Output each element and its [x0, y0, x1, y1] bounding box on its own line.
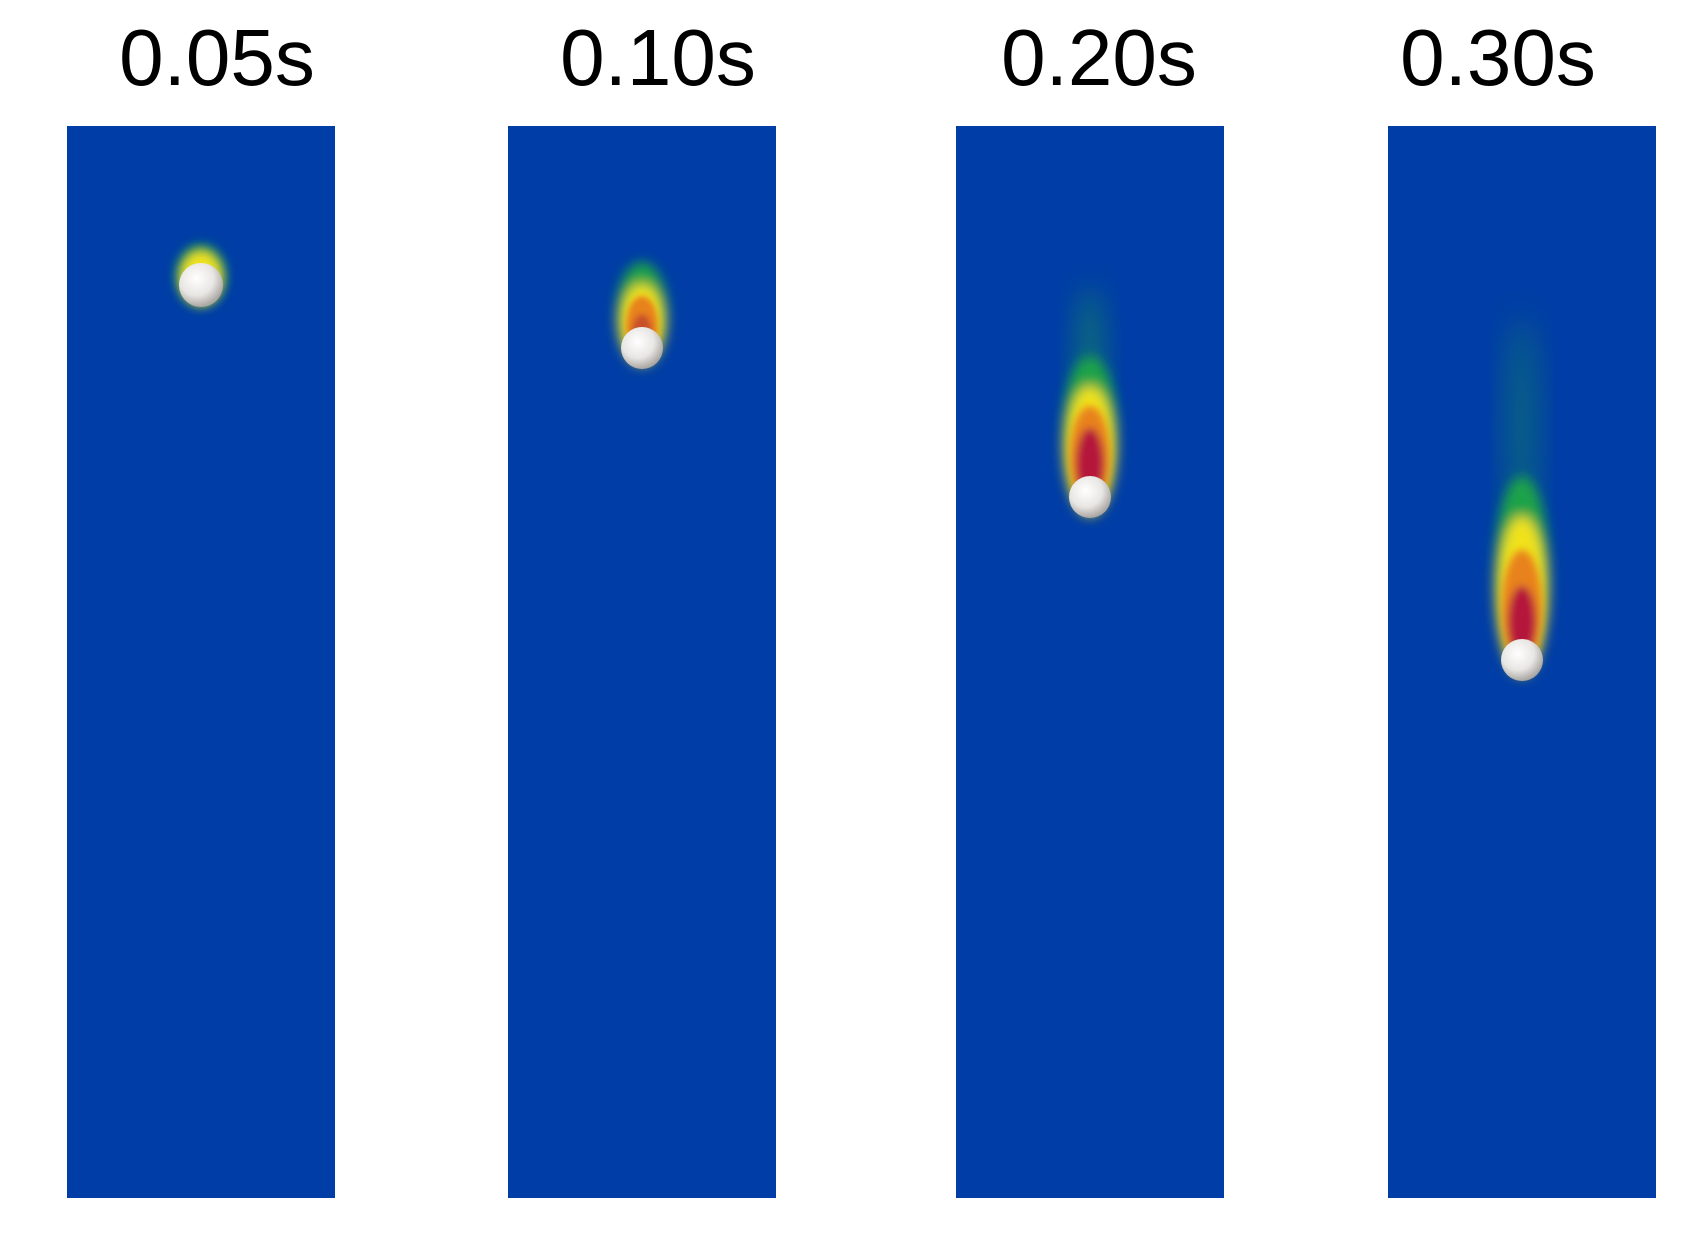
simulation-panel-0-20s	[956, 126, 1224, 1198]
sphere	[1069, 476, 1111, 518]
time-label-0-30s: 0.30s	[1400, 13, 1596, 102]
time-label-0-05s: 0.05s	[119, 13, 315, 102]
simulation-panel-0-10s	[508, 126, 776, 1198]
field-plot-0-10s	[508, 126, 776, 1198]
field-plot-0-30s	[1388, 126, 1656, 1198]
sphere	[621, 327, 663, 369]
sphere	[179, 263, 223, 307]
simulation-panel-0-05s	[67, 126, 335, 1198]
time-label-0-20s: 0.20s	[1001, 13, 1197, 102]
time-label-0-10s: 0.10s	[560, 13, 756, 102]
sphere	[1501, 639, 1543, 681]
field-plot-0-05s	[67, 126, 335, 1198]
simulation-panel-0-30s	[1388, 126, 1656, 1198]
field-plot-0-20s	[956, 126, 1224, 1198]
